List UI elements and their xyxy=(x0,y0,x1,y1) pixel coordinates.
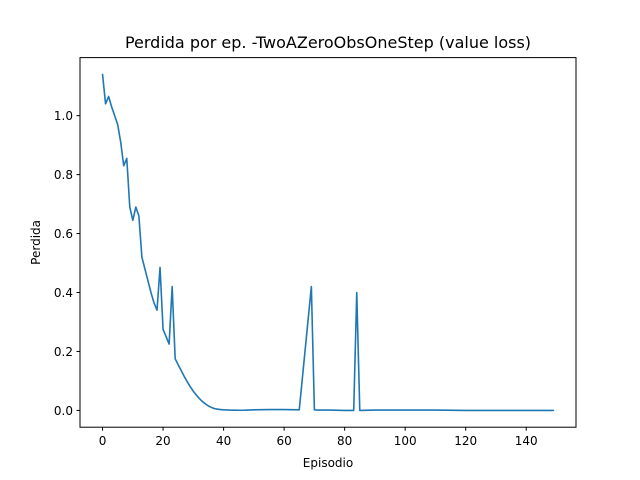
y-tick-label: 0.2 xyxy=(54,345,73,359)
x-axis-ticks: 0 20 40 60 80 100 120 140 xyxy=(99,427,538,448)
x-tick-label: 80 xyxy=(337,434,352,448)
x-tick-label: 100 xyxy=(394,434,417,448)
y-axis-ticks: 0.0 0.2 0.4 0.6 0.8 1.0 xyxy=(54,109,80,418)
plot-frame xyxy=(79,57,577,428)
x-tick-label: 60 xyxy=(276,434,291,448)
x-tick-label: 140 xyxy=(515,434,538,448)
y-tick-label: 0.4 xyxy=(54,286,73,300)
x-axis-label: Episodio xyxy=(303,456,353,470)
y-tick-label: 0.6 xyxy=(54,227,73,241)
series-line xyxy=(101,73,555,412)
y-tick-label: 1.0 xyxy=(54,109,73,123)
y-tick-label: 0.8 xyxy=(54,168,73,182)
chart-title: Perdida por ep. -TwoAZeroObsOneStep (val… xyxy=(125,33,531,52)
x-tick-label: 20 xyxy=(155,434,170,448)
y-tick-label: 0.0 xyxy=(54,404,73,418)
x-tick-label: 40 xyxy=(216,434,231,448)
x-tick-label: 0 xyxy=(99,434,107,448)
y-axis-label: Perdida xyxy=(29,220,43,265)
x-tick-label: 120 xyxy=(454,434,477,448)
